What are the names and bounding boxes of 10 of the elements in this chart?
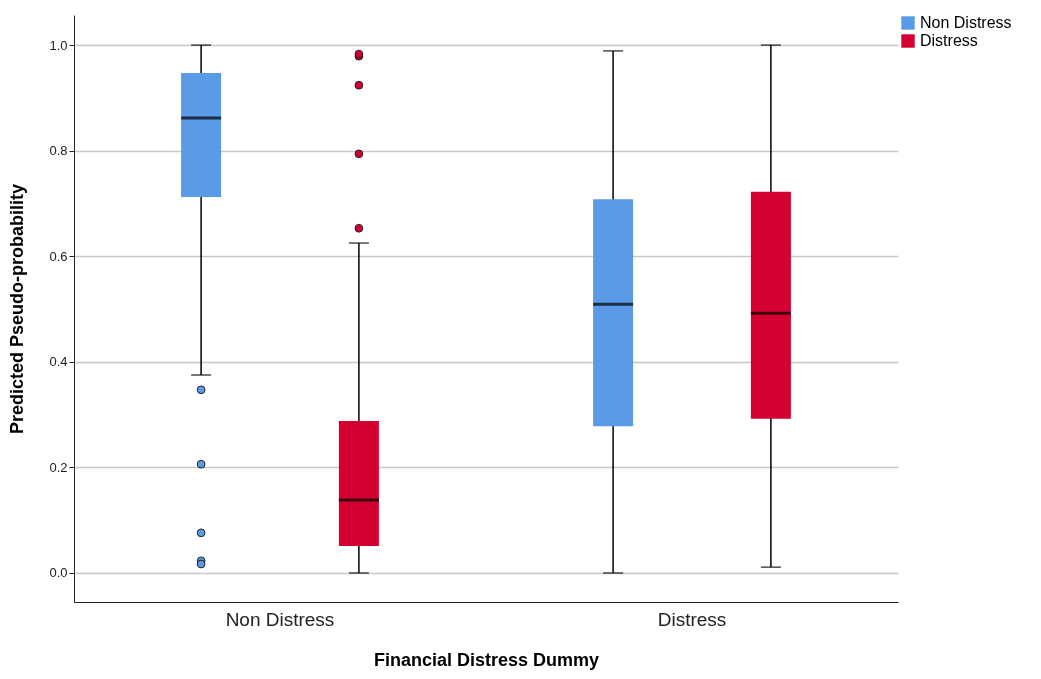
y-axis-title: Predicted Pseudo-probability xyxy=(7,183,28,435)
y-tick-label: 0.8 xyxy=(49,143,68,159)
y-tick-label: 0.4 xyxy=(49,354,68,370)
legend-label: Non Distress xyxy=(920,14,1012,31)
y-tick-label: 0.2 xyxy=(49,459,68,475)
legend-label: Distress xyxy=(920,32,978,49)
y-tick-label: 0.0 xyxy=(49,565,68,581)
y-tick-label: 0.6 xyxy=(49,248,68,264)
x-axis-title: Financial Distress Dummy xyxy=(373,649,600,670)
y-tick-label: 1.0 xyxy=(49,37,68,53)
